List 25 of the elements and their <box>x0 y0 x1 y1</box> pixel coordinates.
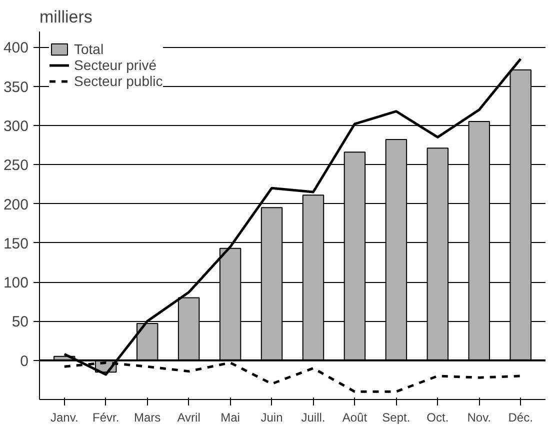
x-tick-label: Oct. <box>426 410 449 424</box>
x-tick-label: Nov. <box>467 410 492 424</box>
y-tick-label: 400 <box>3 40 29 57</box>
legend-label: Secteur public <box>74 73 163 89</box>
x-tick-label: Août <box>342 410 368 424</box>
x-tick-label: Juill. <box>301 410 326 424</box>
x-tick-label: Déc. <box>508 410 533 424</box>
legend-label: Total <box>74 41 104 57</box>
y-tick-label: 200 <box>3 196 29 214</box>
x-tick-label: Sept. <box>382 410 410 424</box>
y-axis-title: milliers <box>40 8 92 26</box>
y-tick-label: 250 <box>3 157 29 174</box>
y-tick-label: 0 <box>20 352 28 370</box>
x-tick-label: Mai <box>220 410 240 424</box>
x-tick-label: Avril <box>177 410 200 424</box>
y-tick-label: 350 <box>3 78 29 96</box>
legend-label: Secteur privé <box>74 57 156 73</box>
x-tick-label: Févr. <box>92 410 120 424</box>
y-tick-label: 50 <box>12 314 29 331</box>
x-tick-label: Mars <box>134 410 161 424</box>
y-tick-label: 150 <box>3 235 29 252</box>
x-tick-label: Juin <box>260 410 283 424</box>
y-tick-label: 100 <box>3 274 29 292</box>
x-tick-label: Janv. <box>50 410 78 424</box>
y-tick-label: 300 <box>3 118 29 135</box>
